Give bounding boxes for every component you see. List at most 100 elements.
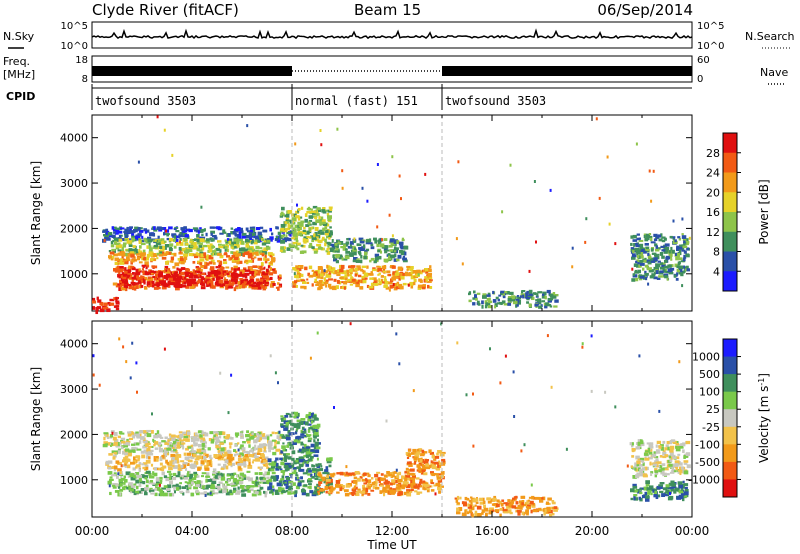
data-cell <box>193 453 197 458</box>
data-cell <box>270 259 276 263</box>
data-cell <box>645 276 648 281</box>
data-cell <box>545 511 550 514</box>
data-cell <box>526 301 530 304</box>
data-cell <box>635 474 640 479</box>
data-cell <box>160 278 165 281</box>
data-cell <box>217 431 220 435</box>
data-cell <box>653 266 657 271</box>
data-cell <box>353 479 357 484</box>
data-cell <box>306 208 312 211</box>
data-cell <box>547 304 552 307</box>
data-cell <box>417 286 422 290</box>
data-cell <box>350 276 353 279</box>
data-cell <box>355 283 360 288</box>
data-cell <box>663 237 667 241</box>
data-cell <box>643 452 649 456</box>
data-cell <box>155 483 161 486</box>
data-cell <box>165 459 168 464</box>
data-cell <box>127 458 131 462</box>
data-cell <box>215 444 219 449</box>
data-cell <box>182 284 187 288</box>
data-cell <box>194 270 197 273</box>
data-cell <box>185 467 188 471</box>
data-cell <box>552 295 557 299</box>
data-cell <box>526 506 530 510</box>
data-cell <box>377 249 381 253</box>
data-cell <box>316 429 319 433</box>
data-cell <box>230 437 234 440</box>
data-cell <box>124 270 128 274</box>
data-cell <box>263 490 266 494</box>
data-cell <box>672 250 675 253</box>
data-cell <box>386 270 391 274</box>
data-cell <box>645 480 650 485</box>
data-cell <box>316 213 320 216</box>
data-cell <box>340 246 344 249</box>
data-cell <box>134 490 140 494</box>
data-cell <box>210 490 215 495</box>
data-cell <box>263 247 268 252</box>
data-cell <box>393 258 398 262</box>
data-cell <box>118 287 122 292</box>
data-cell <box>238 466 242 470</box>
data-cell <box>295 239 299 243</box>
data-cell <box>200 270 203 275</box>
data-cell <box>528 269 531 273</box>
data-cell <box>194 432 198 436</box>
data-cell <box>654 267 660 271</box>
data-cell <box>330 247 335 251</box>
data-cell <box>649 485 654 488</box>
data-cell <box>376 265 380 268</box>
data-cell <box>581 345 584 349</box>
data-cell <box>664 447 669 451</box>
data-cell <box>495 503 500 508</box>
data-cell <box>430 482 435 485</box>
data-cell <box>107 237 111 240</box>
data-cell <box>631 253 636 256</box>
data-cell <box>303 230 307 233</box>
data-cell <box>252 265 258 269</box>
data-cell <box>659 455 663 458</box>
data-cell <box>678 466 681 470</box>
data-cell <box>328 481 333 486</box>
data-cell <box>682 238 687 242</box>
data-cell <box>360 490 365 494</box>
data-cell <box>189 464 195 469</box>
data-cell <box>179 232 182 235</box>
data-cell <box>240 271 243 276</box>
data-cell <box>656 464 659 468</box>
data-cell <box>233 472 237 475</box>
data-cell <box>269 462 272 466</box>
data-cell <box>655 270 659 275</box>
freq-unit-label: [MHz] <box>3 68 35 81</box>
data-cell <box>664 493 670 497</box>
data-cell <box>140 242 146 246</box>
data-cell <box>456 495 460 500</box>
data-cell <box>497 298 500 302</box>
data-cell <box>475 501 479 504</box>
data-cell <box>383 238 388 241</box>
data-cell <box>134 282 140 285</box>
data-cell <box>670 439 676 442</box>
data-cell <box>354 273 358 277</box>
data-cell <box>301 244 306 248</box>
data-cell <box>257 233 263 238</box>
data-cell <box>305 447 310 452</box>
data-cell <box>521 290 526 293</box>
data-cell <box>131 286 135 291</box>
data-cell <box>200 229 206 232</box>
data-cell <box>279 236 282 240</box>
data-cell <box>682 245 688 249</box>
data-cell <box>549 513 553 517</box>
data-cell <box>180 271 185 276</box>
data-cell <box>381 238 384 242</box>
data-cell <box>258 247 263 250</box>
data-cell <box>292 442 297 446</box>
data-cell <box>683 462 688 465</box>
data-cell <box>259 267 264 271</box>
data-cell <box>117 442 120 446</box>
data-cell <box>678 495 684 499</box>
data-cell <box>188 479 193 483</box>
data-cell <box>196 475 200 478</box>
data-cell <box>288 243 294 248</box>
